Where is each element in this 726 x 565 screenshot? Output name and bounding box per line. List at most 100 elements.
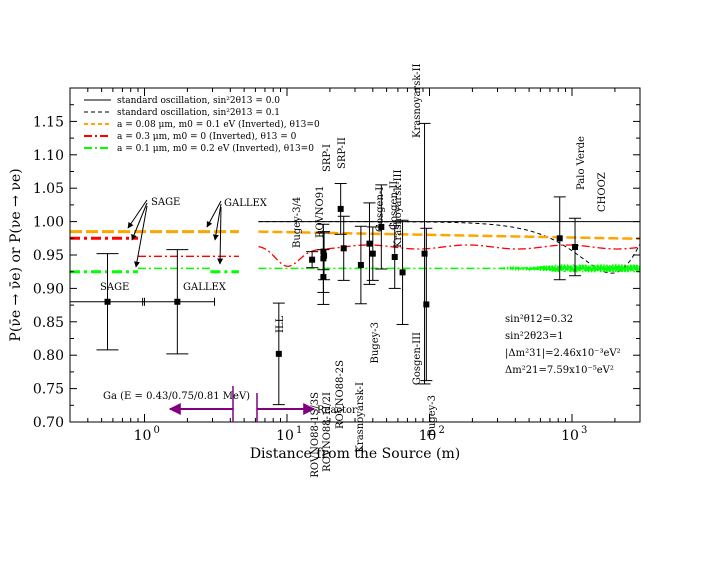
- data-marker: [556, 235, 563, 242]
- experiment-label: Bugey-3/4: [292, 197, 303, 248]
- y-tick-label: 1.00: [33, 215, 64, 231]
- data-point: [363, 202, 376, 285]
- data-point: [366, 226, 379, 281]
- data-point: [418, 122, 431, 385]
- y-tick-label: 1.05: [33, 181, 64, 197]
- sage-arrow: [127, 199, 148, 229]
- data-point: [334, 183, 347, 235]
- sage-annotation: SAGE: [151, 197, 180, 208]
- x-tick-base: 10: [276, 428, 294, 444]
- experiment-label: Krasnoyarsk-II: [412, 63, 423, 138]
- data-marker: [321, 252, 328, 259]
- ga-source-box: [101, 386, 241, 408]
- x-tick-base: 10: [419, 428, 437, 444]
- data-point: [354, 225, 367, 305]
- data-marker: [366, 240, 373, 247]
- data-point: [337, 215, 350, 281]
- data-point: [69, 253, 146, 351]
- data-marker: [104, 298, 111, 305]
- data-points: [69, 122, 582, 406]
- x-tick-label: 10 3: [561, 425, 587, 444]
- x-tick-label: 10 0: [134, 425, 160, 444]
- legend-label: a = 0.08 μm, m0 = 0.1 eV (Inverted), θ13…: [117, 119, 320, 130]
- legend: standard oscillation, sin²2θ13 = 0.0 stan…: [84, 96, 320, 154]
- legend-label: a = 0.1 μm, m0 = 0.2 eV (Inverted), θ13=…: [117, 143, 314, 154]
- y-tick-label: 0.90: [33, 281, 64, 297]
- data-point: [569, 217, 582, 277]
- x-tick-base: 10: [134, 428, 152, 444]
- sage-point-label: SAGE: [100, 282, 129, 293]
- gallium-levels: [70, 230, 239, 274]
- gallex-point-label: GALLEX: [183, 282, 227, 293]
- annotations: SAGE GALLEX SAGE GALLEX Ga (E = 0.43/0.75/0.…: [100, 197, 357, 422]
- parameter-text: |Δm²31|=2.46x10⁻³eV²: [505, 348, 621, 359]
- ga-source-label: Ga (E = 0.43/0.75/0.81 MeV): [103, 391, 250, 402]
- experiment-label: Bugey-3: [370, 322, 381, 364]
- experiment-label: ROVNO88-2S: [335, 360, 346, 429]
- y-axis-label: P(ν̄e → ν̄e) or P(νe → νe): [8, 168, 24, 341]
- experiment-label: Krasnoyarsk-III: [393, 170, 404, 248]
- x-axis-label: Distance from the Source (m): [250, 446, 460, 462]
- data-marker: [309, 256, 316, 263]
- x-axis-ticks: 10 0 10 1 10 2 10 3: [69, 88, 616, 444]
- data-marker: [572, 243, 579, 250]
- data-marker: [174, 298, 181, 305]
- x-tick-label: 10 1: [276, 425, 302, 444]
- parameter-text: sin²2θ23=1: [505, 331, 564, 342]
- legend-label: standard oscillation, sin²2θ13 = 0.1: [117, 108, 280, 118]
- y-tick-label: 0.80: [33, 348, 64, 364]
- experiment-label: Krasnoyarsk-I: [355, 382, 366, 453]
- gallex-annotation: GALLEX: [224, 198, 268, 209]
- curve-standard-01: [258, 221, 640, 274]
- data-point: [142, 249, 216, 355]
- data-point: [553, 196, 566, 281]
- gallex-arrow: [206, 200, 222, 228]
- experiment-label: Gosgen-III: [412, 332, 423, 385]
- y-tick-label: 1.10: [33, 148, 64, 164]
- x-tick-exponent: 3: [581, 425, 587, 436]
- data-point: [388, 225, 401, 289]
- curve-green: [258, 264, 640, 273]
- gallex-arrow: [217, 206, 224, 265]
- x-tick-exponent: 0: [154, 425, 160, 436]
- data-marker: [391, 254, 398, 261]
- experiment-label: ROVNO88-1I/2I: [322, 392, 333, 472]
- data-marker: [337, 205, 344, 212]
- experiment-label: Gosgen-I: [375, 187, 386, 232]
- experiment-label: SRP-I: [322, 144, 333, 172]
- y-tick-label: 0.95: [33, 248, 64, 264]
- experiment-label: Gosgen-II: [389, 181, 400, 230]
- x-tick-exponent: 2: [439, 425, 445, 436]
- data-marker: [320, 274, 327, 281]
- experiment-label: ROVNO91: [315, 186, 326, 238]
- data-marker: [423, 301, 430, 308]
- data-marker: [275, 350, 282, 357]
- experiment-label: CHOOZ: [597, 172, 608, 212]
- data-marker: [340, 245, 347, 252]
- data-point: [272, 302, 285, 406]
- data-marker: [378, 223, 385, 230]
- experiment-label: Bugey-3: [427, 395, 438, 437]
- data-point: [306, 251, 319, 269]
- parameter-text: Δm²21=7.59x10⁻⁵eV²: [505, 365, 614, 376]
- data-point: [420, 227, 433, 382]
- data-point: [396, 219, 409, 325]
- reactor-label: Reactor: [317, 405, 357, 416]
- gallex-arrow: [212, 203, 222, 241]
- parameter-text: sin²θ12=0.32: [505, 314, 573, 325]
- experiment-label: ROVNO88-1S/3S: [310, 392, 321, 478]
- legend-label: a = 0.3 μm, m0 = 0 (Inverted), θ13 = 0: [117, 131, 297, 142]
- y-tick-label: 0.70: [33, 415, 64, 431]
- data-marker: [369, 250, 376, 257]
- data-point: [317, 249, 330, 305]
- x-tick-exponent: 1: [296, 425, 302, 436]
- y-axis-ticks: 0.70 0.75 0.80 0.85 0.90 0.95 1.00 1.05 1.10 1.15: [33, 104, 640, 431]
- parameter-box: sin²θ12=0.32 sin²2θ23=1 |Δm²31|=2.46x10⁻³e…: [505, 314, 621, 376]
- experiment-label: SRP-II: [337, 137, 348, 169]
- curve-red: [258, 244, 640, 267]
- data-point: [375, 184, 388, 270]
- data-marker: [421, 250, 428, 257]
